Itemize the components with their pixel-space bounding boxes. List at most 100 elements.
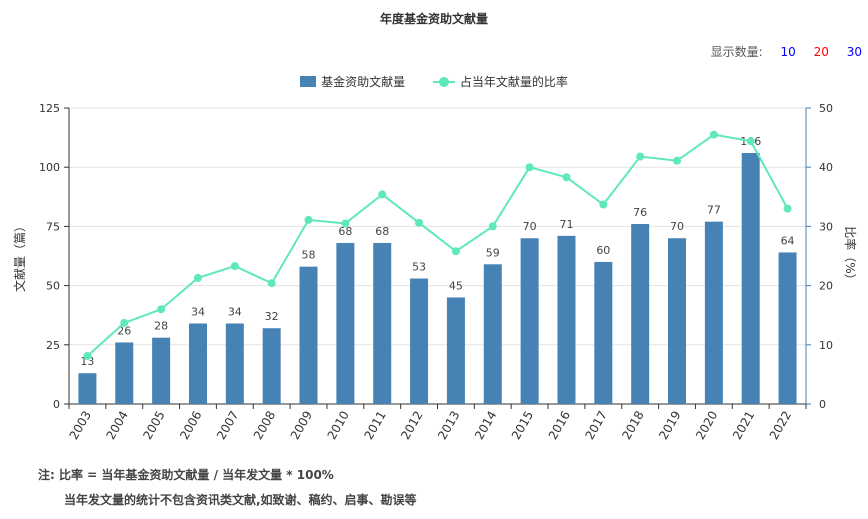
bar-value-label: 70 [523,220,537,233]
legend-line-swatch [432,76,455,87]
x-tick-label: 2006 [177,409,204,442]
count-option-20[interactable]: 20 [813,45,829,59]
bar-2011 [373,242,392,404]
count-option-30[interactable]: 30 [846,45,862,59]
bar-value-label: 76 [633,206,647,219]
x-tick-label: 2021 [730,409,757,442]
bar-2020 [704,221,723,404]
bar-value-label: 53 [412,260,426,273]
bar-2012 [410,278,429,404]
ratio-point-2013 [451,247,460,256]
ratio-point-2011 [378,190,387,199]
bar-2007 [225,323,244,404]
y-tick-label: 125 [39,102,60,115]
y-tick-label: 75 [46,220,60,233]
x-tick-label: 2009 [288,409,315,442]
x-tick-label: 2003 [67,409,94,442]
y2-tick-label: 10 [819,339,833,352]
x-tick-label: 2005 [140,409,167,442]
x-tick-label: 2011 [361,409,388,442]
bar-2019 [668,238,687,404]
note-line-1: 注: 比率 = 当年基金资助文献量 / 当年发文量 * 100% [38,468,334,482]
bar-2021 [741,152,760,404]
x-tick-label: 2012 [398,409,425,442]
x-tick-label: 2010 [325,409,352,442]
y-tick-label: 0 [53,398,60,411]
ratio-point-2010 [341,219,350,228]
ratio-point-2007 [230,262,239,271]
bar-value-label: 58 [302,249,316,262]
chart-legend: 基金资助文献量 占当年文献量的比率 [0,73,868,90]
x-tick-label: 2018 [619,409,646,442]
bar-value-label: 26 [117,324,131,337]
ratio-point-2019 [673,156,682,165]
x-tick-label: 2007 [214,409,241,442]
bar-2017 [594,261,613,404]
y2-tick-label: 40 [819,161,833,174]
ratio-point-2006 [193,273,202,282]
y2-tick-label: 50 [819,102,833,115]
ratio-point-2016 [562,173,571,182]
y2-axis-title: 比率（%） [843,226,858,285]
bar-value-label: 70 [670,220,684,233]
ratio-point-2015 [525,163,534,172]
y-tick-label: 50 [46,280,60,293]
bar-2014 [483,264,502,404]
bar-2005 [152,337,171,404]
bar-2003 [78,373,97,404]
bar-2022 [778,252,797,404]
x-tick-label: 2017 [583,409,610,442]
chart-note: 注: 比率 = 当年基金资助文献量 / 当年发文量 * 100% 当年发文量的统… [38,463,417,513]
bar-2006 [188,323,207,404]
ratio-point-2009 [304,215,313,224]
bar-2018 [631,224,650,404]
ratio-point-2021 [746,137,755,146]
bar-2010 [336,242,355,404]
y-tick-label: 25 [46,339,60,352]
x-tick-label: 2015 [509,409,536,442]
legend-label-ratio: 占当年文献量的比率 [459,75,568,89]
bar-value-label: 45 [449,279,463,292]
bar-value-label: 68 [338,225,352,238]
y2-tick-label: 30 [819,220,833,233]
ratio-point-2005 [157,305,166,314]
bar-value-label: 59 [486,246,500,259]
legend-item-ratio[interactable]: 占当年文献量的比率 [432,73,568,90]
x-tick-label: 2008 [251,409,278,442]
ratio-point-2012 [415,218,424,227]
legend-label-funded-count: 基金资助文献量 [321,75,406,89]
ratio-point-2017 [599,200,608,209]
bar-2004 [115,342,134,404]
ratio-line [86,133,789,357]
bar-value-label: 77 [707,204,721,217]
y2-tick-label: 20 [819,280,833,293]
x-tick-label: 2013 [435,409,462,442]
chart-title: 年度基金资助文献量 [379,12,488,26]
bar-value-label: 34 [191,305,205,318]
legend-bar-swatch [300,76,317,87]
legend-item-funded-count[interactable]: 基金资助文献量 [300,73,405,90]
bar-value-label: 68 [375,225,389,238]
count-option-10[interactable]: 10 [780,45,796,59]
bar-value-label: 64 [781,234,795,247]
note-line-2: 当年发文量的统计不包含资讯类文献,如致谢、稿约、启事、勘误等 [64,493,417,507]
x-tick-label: 2014 [472,409,499,442]
bar-2008 [262,328,281,404]
bar-2009 [299,266,318,404]
y-tick-label: 100 [39,161,60,174]
bar-value-label: 32 [265,310,279,323]
bar-value-label: 34 [228,305,242,318]
bar-2013 [446,297,465,404]
x-tick-label: 2019 [656,409,683,442]
bar-value-label: 60 [596,244,610,257]
bar-2016 [557,235,576,404]
display-count-selector: 显示数量: 10 20 30 [711,43,862,60]
x-tick-label: 2016 [546,409,573,442]
ratio-point-2003 [83,352,92,361]
ratio-point-2022 [783,204,792,213]
bar-value-label: 28 [154,320,168,333]
ratio-point-2008 [267,279,276,288]
y-axis-title: 文献量（篇） [12,220,27,292]
bar-2015 [520,238,539,404]
